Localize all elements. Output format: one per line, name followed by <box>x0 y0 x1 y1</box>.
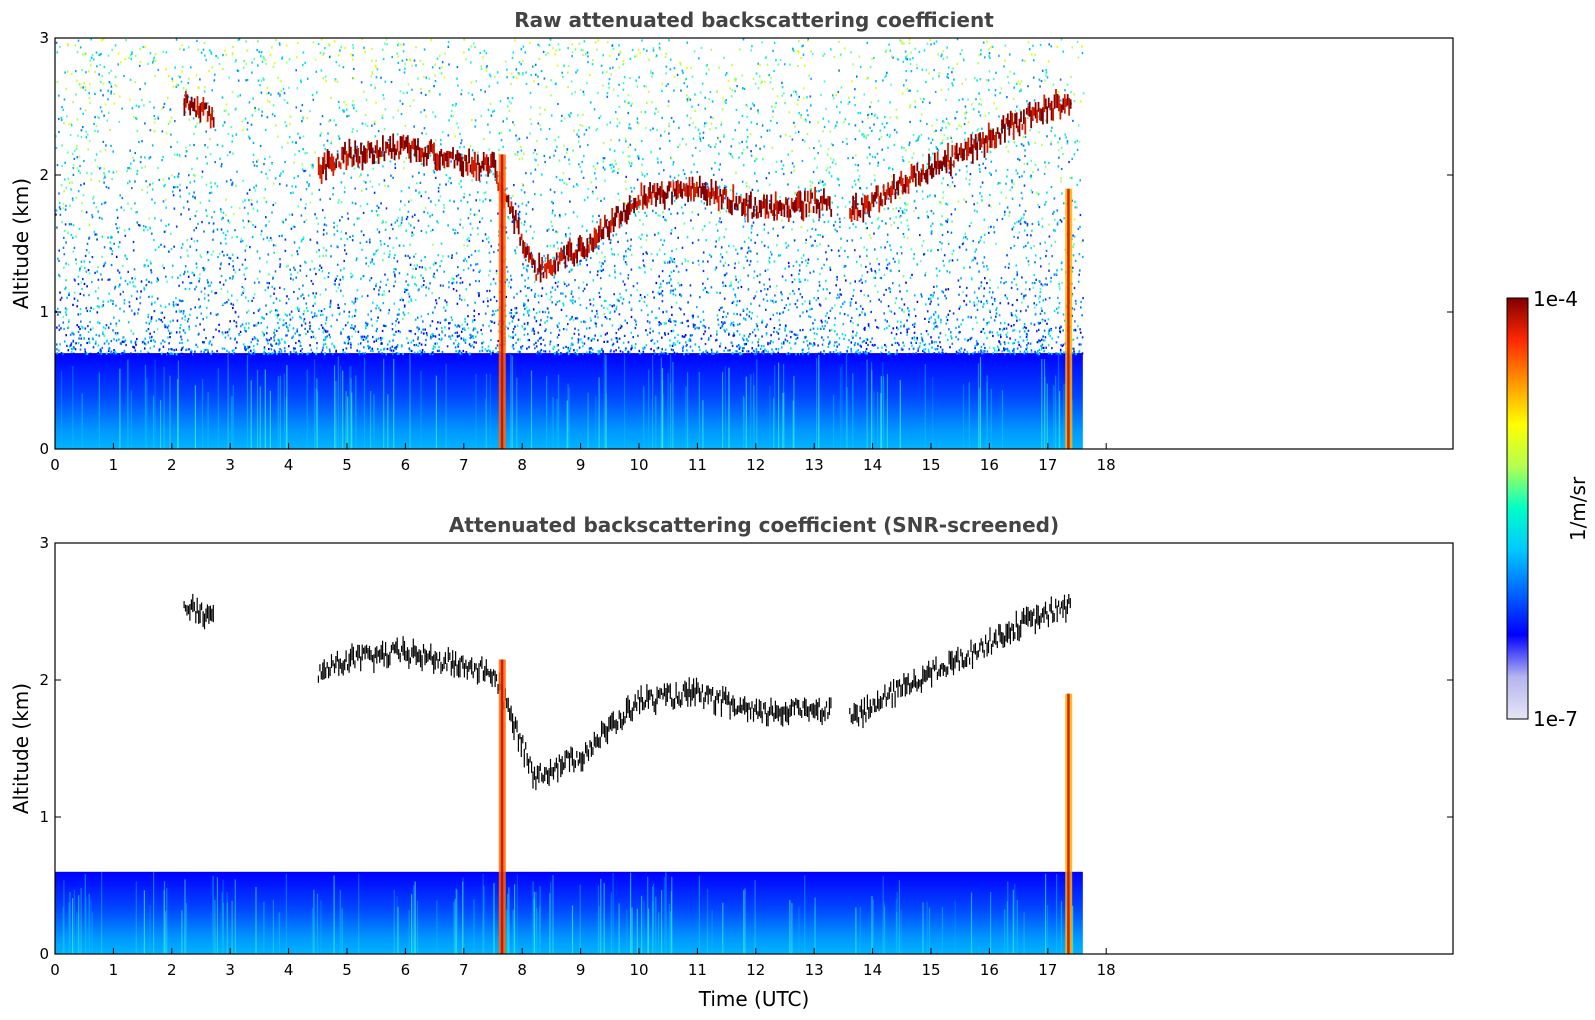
x-tick-label: 17 <box>1038 456 1057 474</box>
x-tick-label: 4 <box>284 961 294 979</box>
x-tick-label: 13 <box>805 456 824 474</box>
x-tick-label: 15 <box>921 961 940 979</box>
colorbar-max-label: 1e-4 <box>1533 287 1578 311</box>
y-tick-label: 0 <box>39 945 49 963</box>
x-tick-label: 7 <box>459 961 469 979</box>
signal-noise <box>55 38 1085 356</box>
x-tick-label: 1 <box>109 456 119 474</box>
boundary-layer <box>55 871 1083 954</box>
fall-streaks <box>498 659 1073 954</box>
fall-streaks <box>498 154 1073 449</box>
y-ticks: 0 1 2 3 <box>39 29 1453 458</box>
x-tick-label: 9 <box>576 961 586 979</box>
cloud-layer <box>183 593 1071 791</box>
boundary-layer-streaks <box>61 353 1073 449</box>
cloud-layer <box>183 89 1072 283</box>
y-axis-label: Altitude (km) <box>9 178 33 309</box>
x-tick-label: 3 <box>225 456 235 474</box>
x-tick-label: 16 <box>980 961 999 979</box>
colorbar: 1e-4 1e-7 1/m/sr <box>1506 287 1590 731</box>
x-tick-label: 1 <box>109 961 119 979</box>
colorbar-min-label: 1e-7 <box>1533 707 1578 731</box>
x-tick-label: 3 <box>225 961 235 979</box>
x-tick-label: 6 <box>401 456 411 474</box>
x-tick-label: 11 <box>688 961 707 979</box>
x-tick-label: 0 <box>50 456 60 474</box>
x-ticks: 0 1 2 3 4 5 6 7 8 9 10 11 12 13 14 15 16 17 18 <box>50 443 1116 474</box>
x-tick-label: 2 <box>167 456 177 474</box>
x-tick-label: 16 <box>980 456 999 474</box>
x-axis-label: Time (UTC) <box>698 987 810 1011</box>
plot-frame <box>54 37 1454 450</box>
x-tick-label: 10 <box>629 456 648 474</box>
x-tick-label: 5 <box>342 456 352 474</box>
x-tick-label: 18 <box>1097 456 1116 474</box>
x-tick-label: 0 <box>50 961 60 979</box>
y-tick-label: 2 <box>39 671 49 689</box>
boundary-layer-streaks <box>62 871 1074 954</box>
boundary-layer <box>55 353 1083 449</box>
x-tick-label: 2 <box>167 961 177 979</box>
x-tick-label: 18 <box>1097 961 1116 979</box>
x-ticks: 0 1 2 3 4 5 6 7 8 9 10 11 12 13 14 15 16 17 18 <box>50 948 1116 979</box>
y-tick-label: 2 <box>39 166 49 184</box>
x-tick-label: 12 <box>746 456 765 474</box>
backscatter-field <box>55 38 1085 449</box>
backscatter-field <box>55 593 1083 954</box>
y-axis-label: Altitude (km) <box>9 683 33 814</box>
panel-title: Raw attenuated backscattering coefficien… <box>514 8 994 32</box>
y-tick-label: 3 <box>39 29 49 47</box>
y-tick-label: 0 <box>39 440 49 458</box>
x-tick-label: 14 <box>863 456 882 474</box>
colorbar-ramp <box>1506 297 1529 720</box>
panel-title: Attenuated backscattering coefficient (S… <box>449 513 1059 537</box>
x-tick-label: 11 <box>688 456 707 474</box>
x-tick-label: 8 <box>517 456 527 474</box>
plot-frame <box>54 542 1454 955</box>
x-tick-label: 9 <box>576 456 586 474</box>
x-tick-label: 5 <box>342 961 352 979</box>
x-tick-label: 8 <box>517 961 527 979</box>
panel-raw: Raw attenuated backscattering coefficien… <box>9 8 1454 474</box>
y-tick-label: 1 <box>39 303 49 321</box>
x-tick-label: 4 <box>284 456 294 474</box>
x-tick-label: 12 <box>746 961 765 979</box>
x-tick-label: 14 <box>863 961 882 979</box>
panel-snr-screened: Attenuated backscattering coefficient (S… <box>9 513 1454 1011</box>
x-tick-label: 15 <box>921 456 940 474</box>
x-tick-label: 7 <box>459 456 469 474</box>
y-tick-label: 3 <box>39 534 49 552</box>
colorbar-unit-label: 1/m/sr <box>1566 476 1590 541</box>
y-tick-label: 1 <box>39 808 49 826</box>
x-tick-label: 13 <box>805 961 824 979</box>
x-tick-label: 17 <box>1038 961 1057 979</box>
x-tick-label: 10 <box>629 961 648 979</box>
y-ticks: 0 1 2 3 <box>39 534 1453 963</box>
x-tick-label: 6 <box>401 961 411 979</box>
